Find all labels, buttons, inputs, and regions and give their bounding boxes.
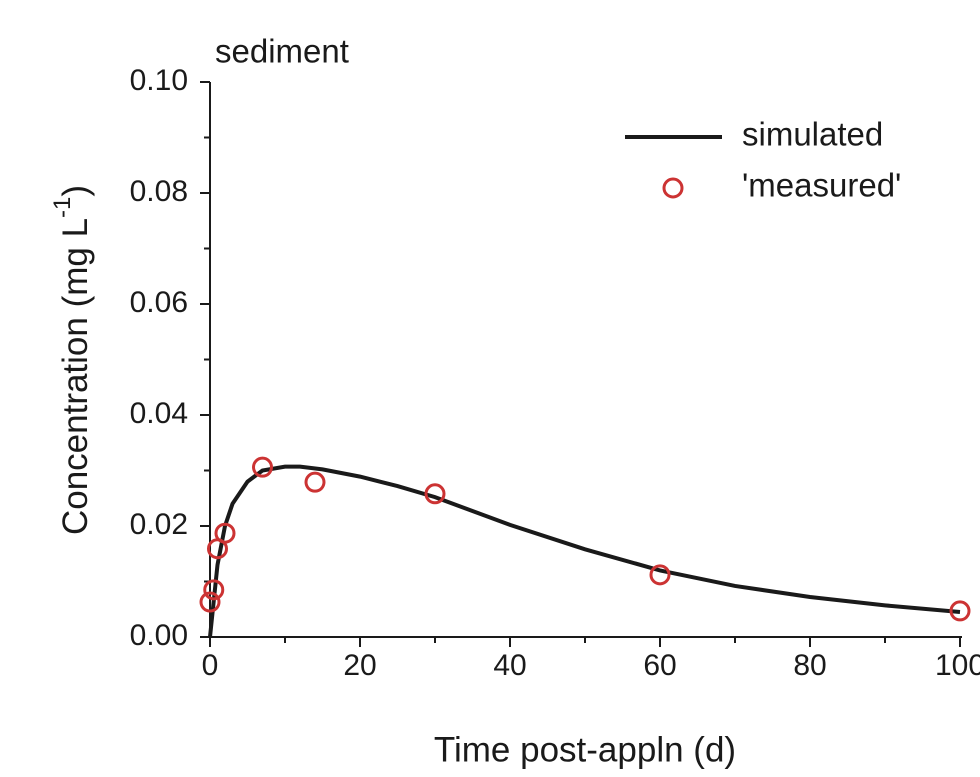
x-tick-label: 0 bbox=[202, 649, 219, 682]
marker bbox=[949, 600, 971, 622]
marker bbox=[252, 456, 273, 478]
y-axis-label-sup: -1 bbox=[49, 197, 76, 218]
legend-marker bbox=[662, 177, 684, 199]
y-axis-label: Concentration (mg L-1) bbox=[49, 185, 95, 535]
marker bbox=[649, 564, 671, 586]
marker bbox=[199, 591, 221, 613]
y-tick-label: 0.02 bbox=[130, 508, 188, 541]
x-axis-label: Time post-appln (d) bbox=[434, 730, 736, 769]
y-tick-label: 0.00 bbox=[130, 619, 188, 652]
x-tick-label: 80 bbox=[793, 649, 826, 682]
x-tick-label: 20 bbox=[343, 649, 376, 682]
x-tick-label: 60 bbox=[643, 649, 676, 682]
marker bbox=[424, 483, 446, 505]
y-tick-label: 0.04 bbox=[130, 397, 188, 430]
x-tick-label: 40 bbox=[493, 649, 526, 682]
y-axis-label-main: Concentration (mg L bbox=[56, 218, 95, 535]
y-tick-label: 0.10 bbox=[130, 64, 188, 97]
legend-label: simulated bbox=[742, 116, 883, 153]
y-axis-label-end: ) bbox=[56, 185, 95, 197]
marker bbox=[203, 579, 225, 601]
y-tick-label: 0.08 bbox=[130, 175, 188, 208]
line bbox=[208, 464, 961, 638]
chart-title: sediment bbox=[215, 33, 349, 70]
y-tick-label: 0.06 bbox=[130, 286, 188, 319]
marker bbox=[214, 522, 236, 544]
marker bbox=[304, 471, 326, 493]
x-tick-label: 100 bbox=[935, 649, 980, 682]
legend-label: 'measured' bbox=[742, 167, 901, 204]
